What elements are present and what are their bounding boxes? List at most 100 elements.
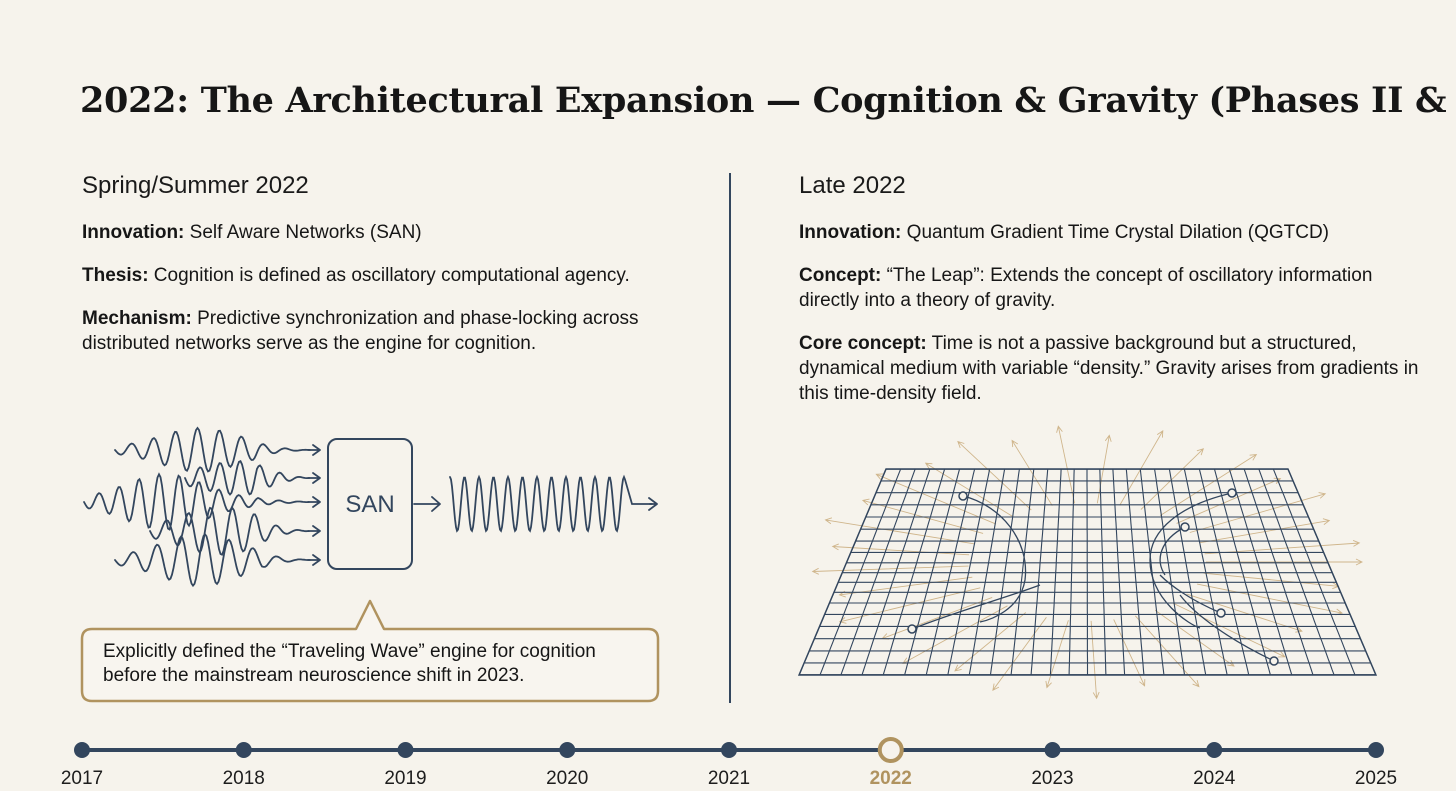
left-mechanism-text: Predictive synchronization and phase-loc… [82,308,639,354]
timeline-node-2023[interactable] [1044,742,1061,758]
gradient-arrow [1176,477,1282,524]
grid-line [1228,469,1293,675]
grid-line [1125,469,1145,675]
page-title: 2022: The Architectural Expansion — Cogn… [80,80,1456,121]
gradient-arrow [1045,620,1069,689]
particle-trail [1159,526,1186,576]
san-input-arrow [307,444,321,456]
column-divider [729,173,731,703]
grid-line [861,469,931,675]
right-innovation-label: Innovation: [799,222,902,243]
gradient-arrow [838,587,981,624]
timeline-node-2020[interactable] [559,742,576,758]
gradient-arrow [831,543,970,556]
timeline-node-2017[interactable] [74,742,90,758]
timeline-node-2021[interactable] [721,742,737,758]
particle [1269,656,1279,666]
grid-line [1168,469,1207,675]
san-output-arrowhead [648,497,658,511]
grid-line [1049,469,1062,675]
gradient-arrow [1172,602,1286,658]
grid-line [1139,469,1165,675]
grid-line [1287,468,1377,675]
san-output-arrow [413,496,441,512]
right-core-text: Time is not a passive background but a s… [799,333,1419,404]
grid-line [798,468,887,675]
particle [958,491,968,501]
gradient-arrow [1056,425,1076,504]
left-thesis-label: Thesis: [82,265,149,286]
gradient-arrow [1119,430,1164,506]
grid-line [1154,469,1186,675]
grid-line [819,468,902,675]
san-input-wave [114,532,311,588]
timeline-node-2019[interactable] [397,742,414,758]
gradient-arrow [1096,434,1112,504]
left-innovation: Innovation: Self Aware Networks (SAN) [82,220,682,245]
grid-border [797,468,1378,676]
particle [1216,608,1226,618]
timeline-label-2023[interactable]: 2023 [1031,768,1074,789]
gradient-arrow [902,605,1008,664]
particle [907,624,917,634]
san-input-arrow [307,496,321,508]
timeline-node-2018[interactable] [235,742,252,758]
grid-line [1243,469,1314,675]
gradient-arrow [1205,558,1364,566]
grid-line [1030,469,1049,675]
timeline-label-2020[interactable]: 2020 [546,768,589,789]
right-heading: Late 2022 [799,172,906,199]
san-input-wave [184,460,311,496]
gradient-arrow [1197,583,1343,616]
grid-line [968,469,1006,675]
particle [1227,488,1237,498]
san-input-arrow [307,525,321,537]
left-mechanism: Mechanism: Predictive synchronization an… [82,306,682,356]
timeline-label-2024[interactable]: 2024 [1193,768,1236,789]
gradient-arrow [1186,593,1303,633]
timeline-node-2025[interactable] [1368,742,1384,758]
grid-line [1258,469,1335,675]
san-input-wave [114,426,311,473]
grid-line [1183,469,1228,675]
particle-trail [1179,594,1275,662]
timeline-label-2018[interactable]: 2018 [222,768,265,789]
gradient-arrow [881,596,993,640]
timeline-node-2024[interactable] [1206,742,1223,758]
timeline-label-2017[interactable]: 2017 [60,768,104,789]
gradient-arrow [1154,609,1235,667]
particle [1180,522,1190,532]
gradient-arrow [1113,619,1146,687]
left-thesis-text: Cognition is defined as oscillatory comp… [148,265,630,286]
gradient-arrow [1189,492,1327,533]
gradient-arrow [1140,448,1205,510]
gradient-arrow [957,440,1032,511]
left-column: Spring/Summer 2022 Innovation: Self Awar… [82,172,682,374]
timeline-label-2022[interactable]: 2022 [869,768,912,789]
gradient-arrow [924,462,1013,517]
particle-trail [962,495,1027,623]
grid-line [989,469,1020,675]
gradient-arrow [811,565,969,575]
grid-line [1213,469,1271,675]
right-concept-text: “The Leap”: Extends the concept of oscil… [799,265,1373,311]
right-innovation: Innovation: Quantum Gradient Time Crysta… [799,220,1419,245]
san-input-wave [149,506,310,556]
left-thesis: Thesis: Cognition is defined as oscillat… [82,263,682,288]
timeline-label-2021[interactable]: 2021 [707,768,751,789]
grid-line [1112,469,1126,675]
san-box [327,438,413,570]
grid-line [1099,469,1107,675]
san-output-wave [449,474,653,533]
grid-line [882,469,946,675]
gradient-arrow [861,498,984,534]
left-innovation-label: Innovation: [82,222,185,243]
timeline-label-2019[interactable]: 2019 [384,768,427,789]
grid-line [904,469,961,675]
gradient-arrow [875,473,997,525]
timeline-label-2025[interactable]: 2025 [1354,768,1398,789]
timeline-node-2022[interactable] [877,737,904,763]
gradient-arrow [1204,539,1361,555]
san-input-wave [83,472,310,531]
right-core-concept: Core concept: Time is not a passive back… [799,331,1419,406]
